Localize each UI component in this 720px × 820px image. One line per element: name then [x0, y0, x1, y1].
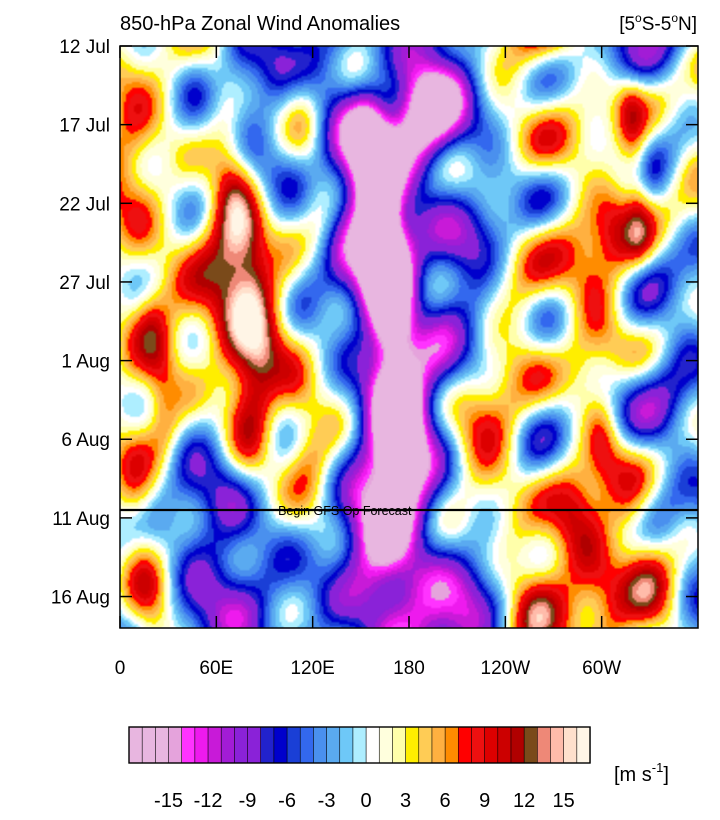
colorbar-swatch	[523, 726, 538, 764]
colorbar-swatch	[155, 726, 170, 764]
colorbar-swatch	[510, 726, 525, 764]
colorbar-swatch	[128, 726, 143, 764]
units-exponent: -1	[652, 760, 664, 775]
colorbar-swatch	[576, 726, 591, 764]
colorbar-tick-label: -12	[194, 790, 223, 812]
colorbar-swatch	[497, 726, 512, 764]
colorbar-tick-label: 3	[400, 790, 411, 812]
colorbar-tick-label: 15	[553, 790, 575, 812]
colorbar-tick-label: -3	[318, 790, 336, 812]
colorbar-swatch	[168, 726, 183, 764]
colorbar-swatch	[365, 726, 380, 764]
colorbar-tick-label: 6	[440, 790, 451, 812]
units-prefix: [m s	[614, 764, 652, 786]
y-tick-label: 6 Aug	[61, 430, 110, 451]
colorbar-swatch	[537, 726, 552, 764]
colorbar-swatch	[286, 726, 301, 764]
colorbar-swatch	[260, 726, 275, 764]
colorbar-swatch	[550, 726, 565, 764]
colorbar-swatch	[273, 726, 288, 764]
colorbar-swatch	[471, 726, 486, 764]
x-tick-label: 180	[393, 658, 425, 679]
y-tick-label: 17 Jul	[59, 116, 110, 137]
colorbar-swatch	[181, 726, 196, 764]
colorbar-swatch	[431, 726, 446, 764]
region-degree-north: o	[671, 11, 678, 25]
colorbar-tick-label: 0	[361, 790, 372, 812]
colorbar-swatch	[563, 726, 578, 764]
x-tick-label: 120W	[481, 658, 531, 679]
colorbar-swatch	[299, 726, 315, 764]
y-tick-label: 27 Jul	[59, 273, 110, 294]
colorbar-swatch	[484, 726, 499, 764]
colorbar-swatch	[405, 726, 420, 764]
y-tick-label: 16 Aug	[51, 588, 110, 609]
region-suffix: N]	[678, 14, 697, 35]
colorbar-swatch	[457, 726, 473, 764]
colorbar-swatch	[141, 726, 156, 764]
colorbar-frame	[128, 726, 591, 764]
colorbar-swatch	[444, 726, 459, 764]
colorbar-tick-label: -6	[278, 790, 296, 812]
colorbar-tick-label: -9	[239, 790, 257, 812]
colorbar-swatch	[207, 726, 222, 764]
forecast-marker: Begin GFS Op Forecast	[120, 504, 698, 518]
colorbar-tick-label: 9	[479, 790, 490, 812]
y-tick-label: 11 Aug	[52, 509, 110, 530]
y-tick-label: 1 Aug	[61, 352, 110, 373]
colorbar-units: [m s-1]	[614, 760, 669, 786]
y-tick-label: 22 Jul	[59, 194, 110, 215]
x-tick-label: 60E	[199, 658, 233, 679]
colorbar-tick-label: 12	[513, 790, 535, 812]
colorbar-swatch	[339, 726, 354, 764]
y-tick-label: 12 Jul	[59, 37, 110, 58]
colorbar-swatch	[352, 726, 367, 764]
x-tick-label: 60W	[582, 658, 621, 679]
region-prefix: [5	[619, 14, 635, 35]
colorbar-swatch	[392, 726, 407, 764]
colorbar-swatch	[234, 726, 249, 764]
forecast-label: Begin GFS Op Forecast	[278, 504, 412, 518]
colorbar-swatch	[247, 726, 262, 764]
anomaly-heatmap	[120, 46, 698, 628]
colorbar-swatch	[194, 726, 209, 764]
x-tick-label: 120E	[290, 658, 334, 679]
x-tick-label: 0	[115, 658, 126, 679]
colorbar-swatch	[326, 726, 341, 764]
region-middle: S-5	[642, 14, 672, 35]
colorbar-swatch	[378, 726, 394, 764]
axes: 12 Jul 17 Jul 22 Jul 27 Jul 1 Aug 6 Aug 11 Aug…	[51, 37, 698, 679]
chart-title: 850-hPa Zonal Wind Anomalies	[120, 13, 400, 35]
region-degree-south: o	[635, 11, 642, 25]
colorbar-tick-label: -15	[154, 790, 183, 812]
colorbar: -15 -12 -9 -6 -3 0 3 6 9 12 15	[128, 726, 591, 812]
colorbar-swatch	[220, 726, 235, 764]
colorbar-swatch	[418, 726, 433, 764]
region-label: [5oS-5oN]	[619, 11, 697, 35]
units-suffix: ]	[663, 764, 669, 786]
colorbar-swatch	[313, 726, 328, 764]
